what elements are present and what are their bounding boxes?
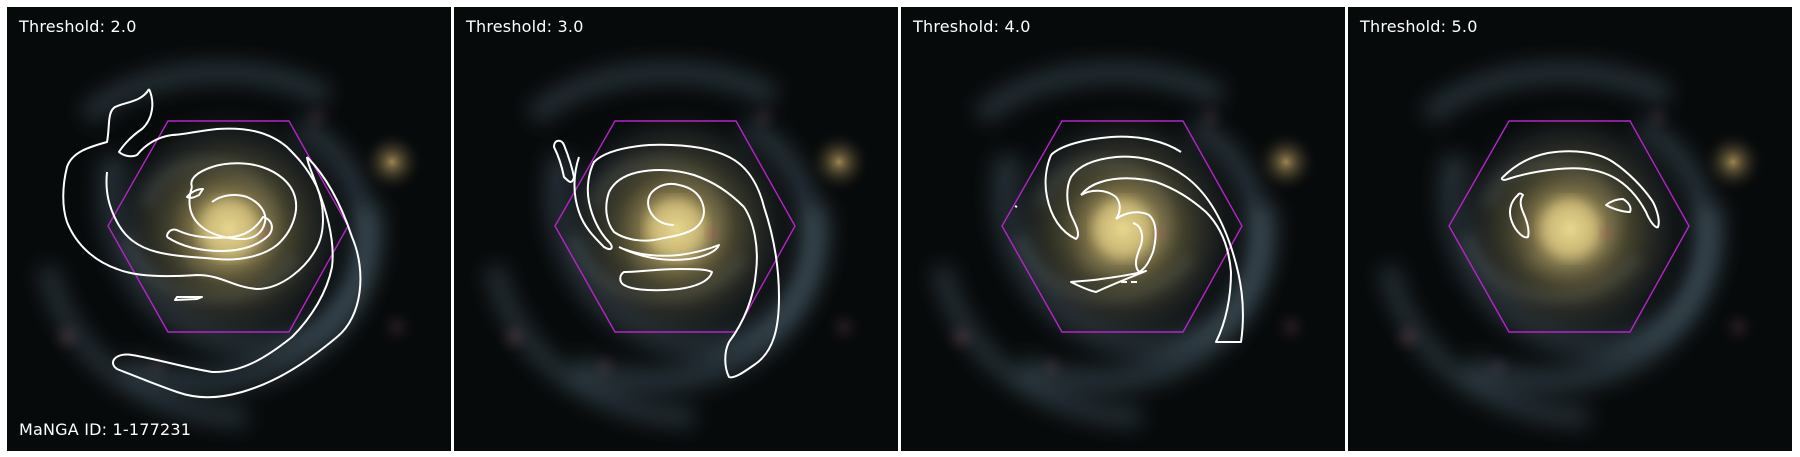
threshold-label: Threshold: 4.0	[913, 17, 1031, 36]
ifu-hexagon	[1001, 120, 1243, 333]
threshold-panel-2: Threshold: 2.0 MaNGA ID: 1-177231	[7, 7, 451, 451]
ifu-hexagon	[1448, 120, 1690, 333]
galaxy-image	[454, 7, 898, 451]
contour-lines	[553, 139, 780, 379]
threshold-panel-5: Threshold: 5.0	[1348, 7, 1792, 451]
contour-lines	[62, 88, 362, 399]
contour-lines	[1500, 150, 1660, 239]
galaxy-image	[7, 7, 451, 451]
contour-lines	[1014, 135, 1244, 343]
galaxy-image	[1348, 7, 1792, 451]
galaxy-image	[901, 7, 1345, 451]
threshold-panel-3: Threshold: 3.0	[454, 7, 898, 451]
threshold-label: Threshold: 3.0	[466, 17, 584, 36]
manga-id-label: MaNGA ID: 1-177231	[19, 420, 192, 439]
ifu-hexagon	[107, 120, 349, 333]
threshold-label: Threshold: 2.0	[19, 17, 137, 36]
threshold-panel-4: Threshold: 4.0	[901, 7, 1345, 451]
threshold-label: Threshold: 5.0	[1360, 17, 1478, 36]
